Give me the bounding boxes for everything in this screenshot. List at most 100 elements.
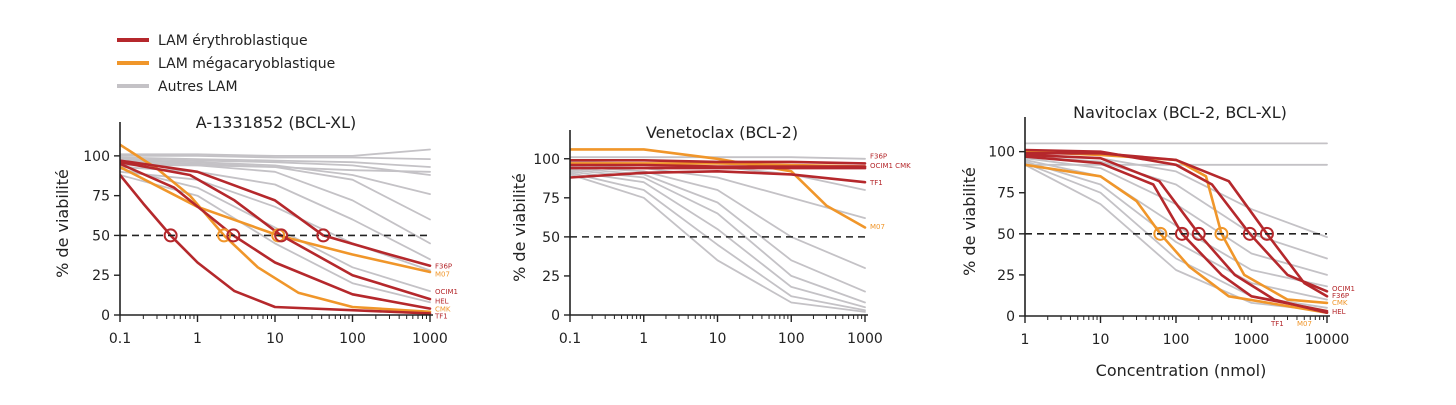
series-line-erythro <box>120 173 432 315</box>
series-line-erythro <box>120 162 432 310</box>
y-tick-label: 25 <box>542 269 560 285</box>
chart-title: Venetoclax (BCL-2) <box>646 123 798 142</box>
y-tick-label: 100 <box>533 152 560 168</box>
y-tick-label: 75 <box>542 191 560 207</box>
series-line-other <box>1025 160 1328 301</box>
chart-panel: 0 25 50 75 100 0.1 1 10 100 1000 % de viabilité Ven… <box>510 123 911 347</box>
ic50-marker <box>1214 226 1229 241</box>
legend-label: LAM mégacaryoblastique <box>158 56 335 72</box>
y-axis-label: % de viabilité <box>960 167 979 276</box>
series-line-other <box>120 166 431 261</box>
cell-line-label: CMK <box>1332 299 1348 307</box>
x-tick-label: 0.1 <box>559 331 581 347</box>
series-line-erythro <box>120 160 432 301</box>
ic50-marker <box>274 228 289 243</box>
x-tick-label: 100 <box>339 331 366 347</box>
chart-title: Navitoclax (BCL-2, BCL-XL) <box>1073 103 1287 122</box>
ic50-marker <box>163 228 178 243</box>
chart-panel: 0 25 50 75 100 0.1 1 10 100 1000 % de viabilité A-1… <box>53 113 458 347</box>
series-layer <box>570 148 867 313</box>
x-tick-label: 10 <box>709 331 727 347</box>
series-line-other <box>570 173 866 313</box>
y-tick-label: 50 <box>542 230 560 246</box>
cell-line-label: TF1 <box>1270 320 1284 328</box>
series-line-other <box>1025 163 1328 312</box>
series-line-erythro <box>570 170 867 184</box>
cell-line-label: M07 <box>1297 320 1312 328</box>
cell-line-label: TF1 <box>869 179 883 187</box>
cell-line-label: OCIM1 CMK <box>870 162 911 170</box>
legend-label: Autres LAM <box>158 79 238 95</box>
series-line-megakaryo <box>1025 150 1329 305</box>
series-line-other <box>570 165 866 269</box>
x-tick-label: 100 <box>778 331 805 347</box>
x-tick-label: 1 <box>193 331 202 347</box>
ic50-marker <box>1242 226 1257 241</box>
y-tick-label: 25 <box>997 268 1015 284</box>
series-line-other <box>120 162 431 245</box>
series-line-erythro <box>1025 152 1329 298</box>
ic50-marker <box>1191 226 1206 241</box>
series-line-other <box>570 167 866 293</box>
cell-line-label: HEL <box>1332 308 1346 316</box>
cell-line-label: F36P <box>1332 292 1349 300</box>
series-line-other <box>570 170 866 309</box>
cell-line-label: CMK <box>435 306 451 314</box>
series-line-erythro <box>1025 148 1329 293</box>
y-tick-label: 50 <box>997 227 1015 243</box>
cell-line-label: F36P <box>435 263 452 271</box>
cell-line-label: OCIM1 <box>1332 285 1355 293</box>
legend: LAM érythroblastique LAM mégacaryoblastiq… <box>117 33 335 95</box>
y-tick-label: 50 <box>92 228 110 244</box>
series-line-other <box>120 159 431 195</box>
cell-line-label: TF1 <box>434 313 448 321</box>
x-tick-label: 100 <box>1163 332 1190 348</box>
x-tick-label: 1 <box>1021 332 1030 348</box>
x-tick-label: 1000 <box>412 331 448 347</box>
x-tick-label: 1000 <box>847 331 883 347</box>
series-line-other <box>120 158 431 176</box>
series-line-erythro <box>120 159 432 267</box>
chart-title: A-1331852 (BCL-XL) <box>196 113 357 132</box>
x-tick-label: 1 <box>639 331 648 347</box>
chart-panel: 0 25 50 75 100 1 10 100 1000 10000 % de viabilité N… <box>960 103 1355 348</box>
x-tick-label: 10 <box>266 331 284 347</box>
x-tick-label: 10 <box>1092 332 1110 348</box>
cell-line-label: F36P <box>870 153 887 161</box>
legend-label: LAM érythroblastique <box>158 33 308 49</box>
ic50-marker <box>1174 226 1189 241</box>
x-axis-title: Concentration (nmol) <box>1096 361 1267 380</box>
series-line-other <box>120 155 431 160</box>
series-line-other <box>120 156 431 168</box>
series-layer <box>120 143 432 315</box>
series-layer <box>1025 142 1329 314</box>
y-axis-label: % de viabilité <box>53 169 72 278</box>
y-tick-label: 0 <box>101 308 110 324</box>
ic50-marker <box>226 228 241 243</box>
series-line-erythro <box>570 163 867 168</box>
cell-line-label: M07 <box>870 223 885 231</box>
x-tick-label: 10000 <box>1305 332 1350 348</box>
y-tick-label: 75 <box>92 189 110 205</box>
y-tick-label: 100 <box>83 149 110 165</box>
series-line-other <box>120 174 431 304</box>
y-axis-label: % de viabilité <box>510 173 529 282</box>
series-line-other <box>120 161 431 221</box>
ic50-marker <box>316 228 331 243</box>
y-tick-label: 100 <box>988 145 1015 161</box>
cell-line-label: HEL <box>435 298 449 306</box>
x-tick-label: 0.1 <box>109 331 131 347</box>
series-line-other <box>570 171 866 312</box>
ic50-marker <box>217 228 232 243</box>
series-line-megakaryo <box>120 143 432 314</box>
cell-line-label: M07 <box>435 271 450 279</box>
series-line-erythro <box>570 159 867 165</box>
ic50-marker <box>1259 226 1274 241</box>
y-tick-label: 0 <box>1006 309 1015 325</box>
x-tick-label: 1000 <box>1234 332 1270 348</box>
y-tick-label: 25 <box>92 268 110 284</box>
series-line-other <box>570 156 866 160</box>
